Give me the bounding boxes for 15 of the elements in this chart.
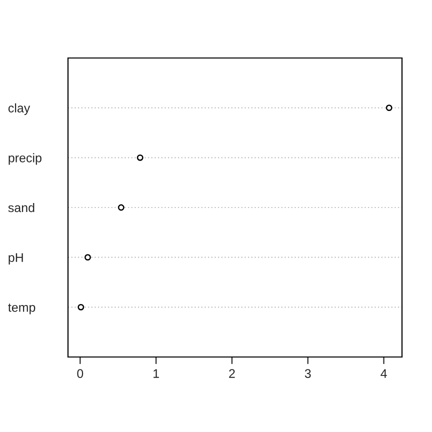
x-tick-label: 2 [229, 369, 235, 378]
y-tick-label: sand [8, 202, 34, 212]
point [136, 154, 144, 161]
y-tick-label: clay [8, 103, 30, 115]
y-tick-label: pH [8, 253, 23, 264]
point [84, 254, 91, 261]
x-tick-label: 1 [154, 369, 159, 378]
x-tick-label: 4 [380, 369, 387, 378]
point [118, 204, 124, 211]
y-tick-label: precip [8, 153, 42, 165]
x-tick-label: 3 [304, 369, 311, 378]
point [386, 104, 392, 112]
y-tick-label: temp [8, 304, 36, 314]
x-tick-label: 0 [77, 369, 84, 378]
point [78, 304, 84, 310]
